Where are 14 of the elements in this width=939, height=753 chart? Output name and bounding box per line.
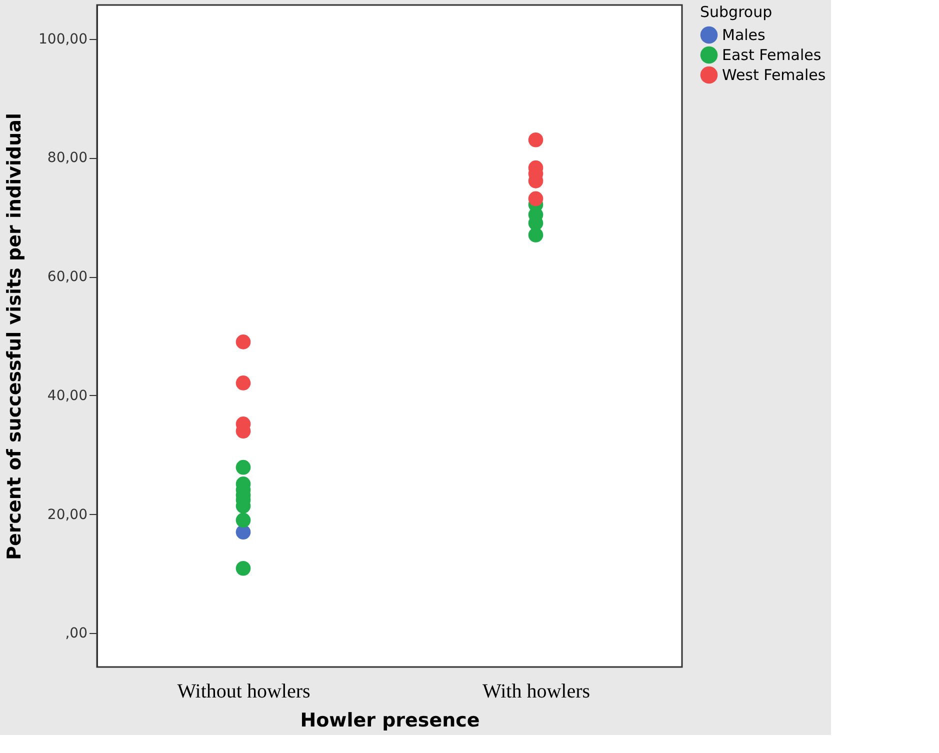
legend-label: Males <box>722 26 766 44</box>
y-tick-label: ,00 <box>65 626 88 642</box>
y-tick-label: 100,00 <box>38 31 88 48</box>
y-tick-label: 60,00 <box>47 269 88 286</box>
legend-label: West Females <box>722 66 826 84</box>
y-axis-title: Percent of successful visits per individual <box>4 113 26 560</box>
legend-title: Subgroup <box>700 3 772 21</box>
y-tick-label: 20,00 <box>47 506 88 523</box>
x-tick-label: With howlers <box>482 680 590 702</box>
y-tick-label: 80,00 <box>47 150 88 166</box>
x-axis-title: Howler presence <box>300 710 480 732</box>
x-tick-label: Without howlers <box>177 680 310 702</box>
y-tick-label: 40,00 <box>47 388 88 404</box>
legend-label: East Females <box>722 46 822 64</box>
